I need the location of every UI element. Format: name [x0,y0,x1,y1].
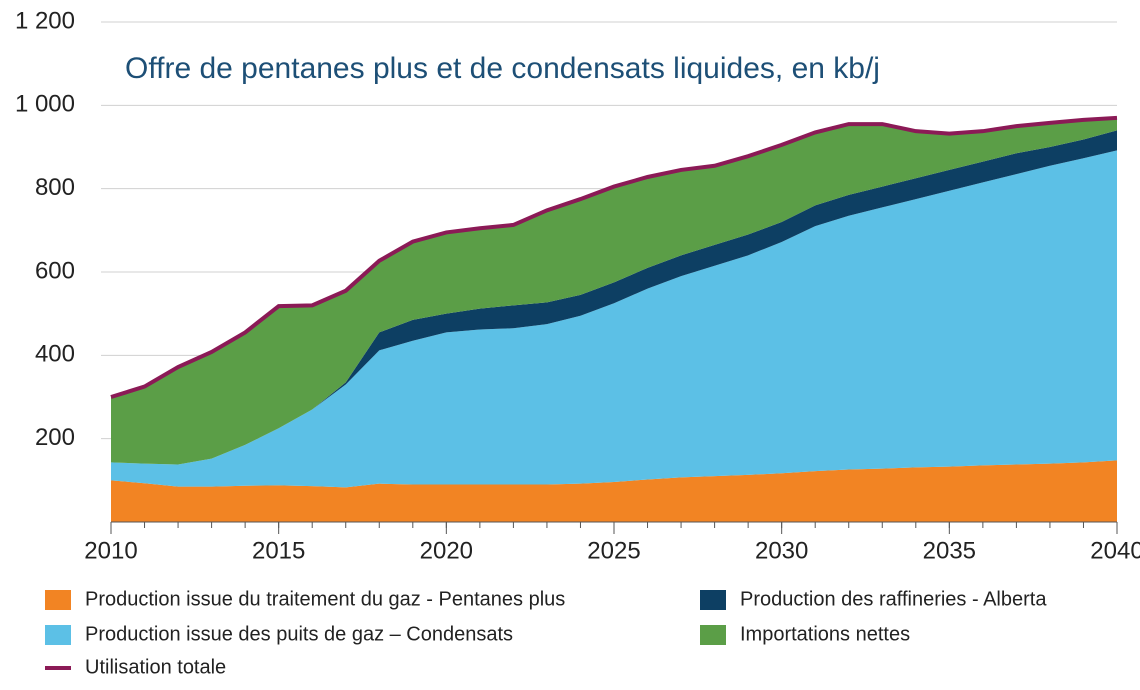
legend-label: Production issue du traitement du gaz - … [85,588,565,610]
legend-swatch [700,625,726,645]
legend-swatch [700,590,726,610]
area [111,130,1117,465]
legend-label: Production issue des puits de gaz – Cond… [85,623,513,645]
x-tick-label: 2015 [252,537,305,564]
x-tick-label: 2035 [923,537,976,564]
total-line [110,115,1118,399]
y-tick-label: 600 [35,257,75,284]
legend-label: Utilisation totale [85,656,226,678]
x-tick-label: 2040 [1090,537,1140,564]
y-tick-label: 1 200 [15,7,75,34]
y-tick-label: 400 [35,341,75,368]
y-tick-label: 1 000 [15,91,75,118]
legend-swatch [45,590,71,610]
chart-title: Offre de pentanes plus et de condensats … [125,52,880,85]
legend-label: Production des raffineries - Alberta [740,588,1047,610]
x-tick-label: 2025 [587,537,640,564]
legend-swatch [45,625,71,645]
y-tick-label: 800 [35,174,75,201]
area [111,460,1117,522]
x-tick-label: 2020 [420,537,473,564]
x-tick-label: 2010 [84,537,137,564]
area [111,150,1117,488]
legend-label: Importations nettes [740,623,910,645]
y-tick-label: 200 [35,424,75,451]
x-tick-label: 2030 [755,537,808,564]
